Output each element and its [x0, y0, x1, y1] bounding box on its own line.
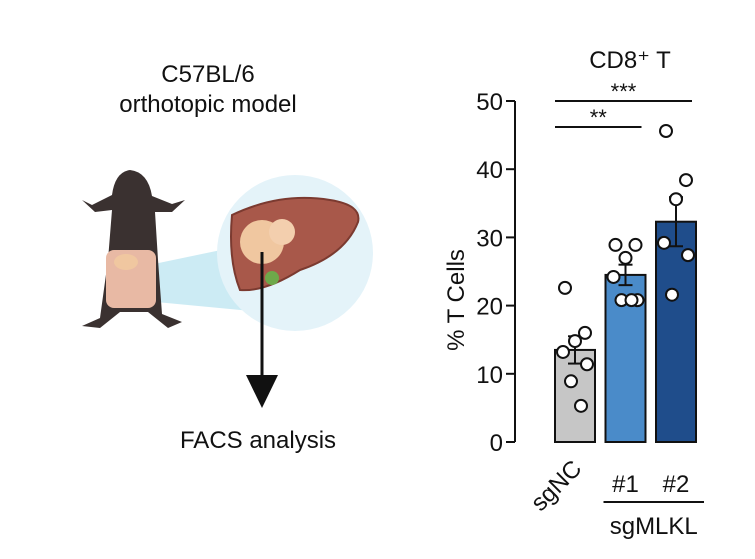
data-point — [556, 344, 570, 359]
data-point — [618, 250, 633, 265]
y-axis-label: % T Cells — [443, 249, 470, 351]
data-point — [669, 192, 683, 207]
data-point — [568, 334, 582, 349]
data-point — [608, 237, 623, 252]
data-point — [574, 398, 588, 413]
chart: CD8⁺ T % T Cells 0 10 20 30 40 50 sgNC #1 #2 sgML… — [443, 47, 704, 540]
strain-label: C57BL/6 — [161, 61, 254, 88]
data-point — [665, 287, 679, 302]
group-label: sgMLKL — [610, 513, 698, 540]
arrow-head — [246, 375, 278, 408]
x-tick-label: #1 — [612, 471, 639, 498]
caption: FACS analysis — [180, 427, 336, 454]
data-point — [624, 293, 639, 308]
data-point — [628, 237, 643, 252]
gallbladder — [265, 271, 279, 285]
y-tick-label: 50 — [476, 89, 503, 116]
x-tick-label: sgNC — [526, 455, 588, 517]
mouse-liver — [114, 254, 138, 270]
significance-label: *** — [611, 79, 637, 104]
tumor — [269, 219, 295, 245]
data-point — [681, 248, 695, 263]
data-point — [606, 269, 621, 284]
y-tick-label: 0 — [490, 430, 503, 457]
model-label: orthotopic model — [119, 91, 296, 118]
data-point — [679, 173, 693, 188]
data-point — [558, 280, 572, 295]
y-tick-label: 20 — [476, 294, 503, 321]
x-tick-label: #2 — [663, 471, 690, 498]
data-point — [580, 357, 594, 372]
y-tick-label: 30 — [476, 225, 503, 252]
y-tick-label: 40 — [476, 157, 503, 184]
y-tick-label: 10 — [476, 362, 503, 389]
data-point — [657, 235, 671, 250]
data-point — [578, 325, 592, 340]
significance-label: ** — [590, 105, 608, 130]
chart-title: CD8⁺ T — [589, 47, 671, 74]
diagram: C57BL/6 orthotopic model FACS analysis — [82, 61, 373, 454]
data-point — [659, 124, 673, 139]
data-point — [564, 374, 578, 389]
